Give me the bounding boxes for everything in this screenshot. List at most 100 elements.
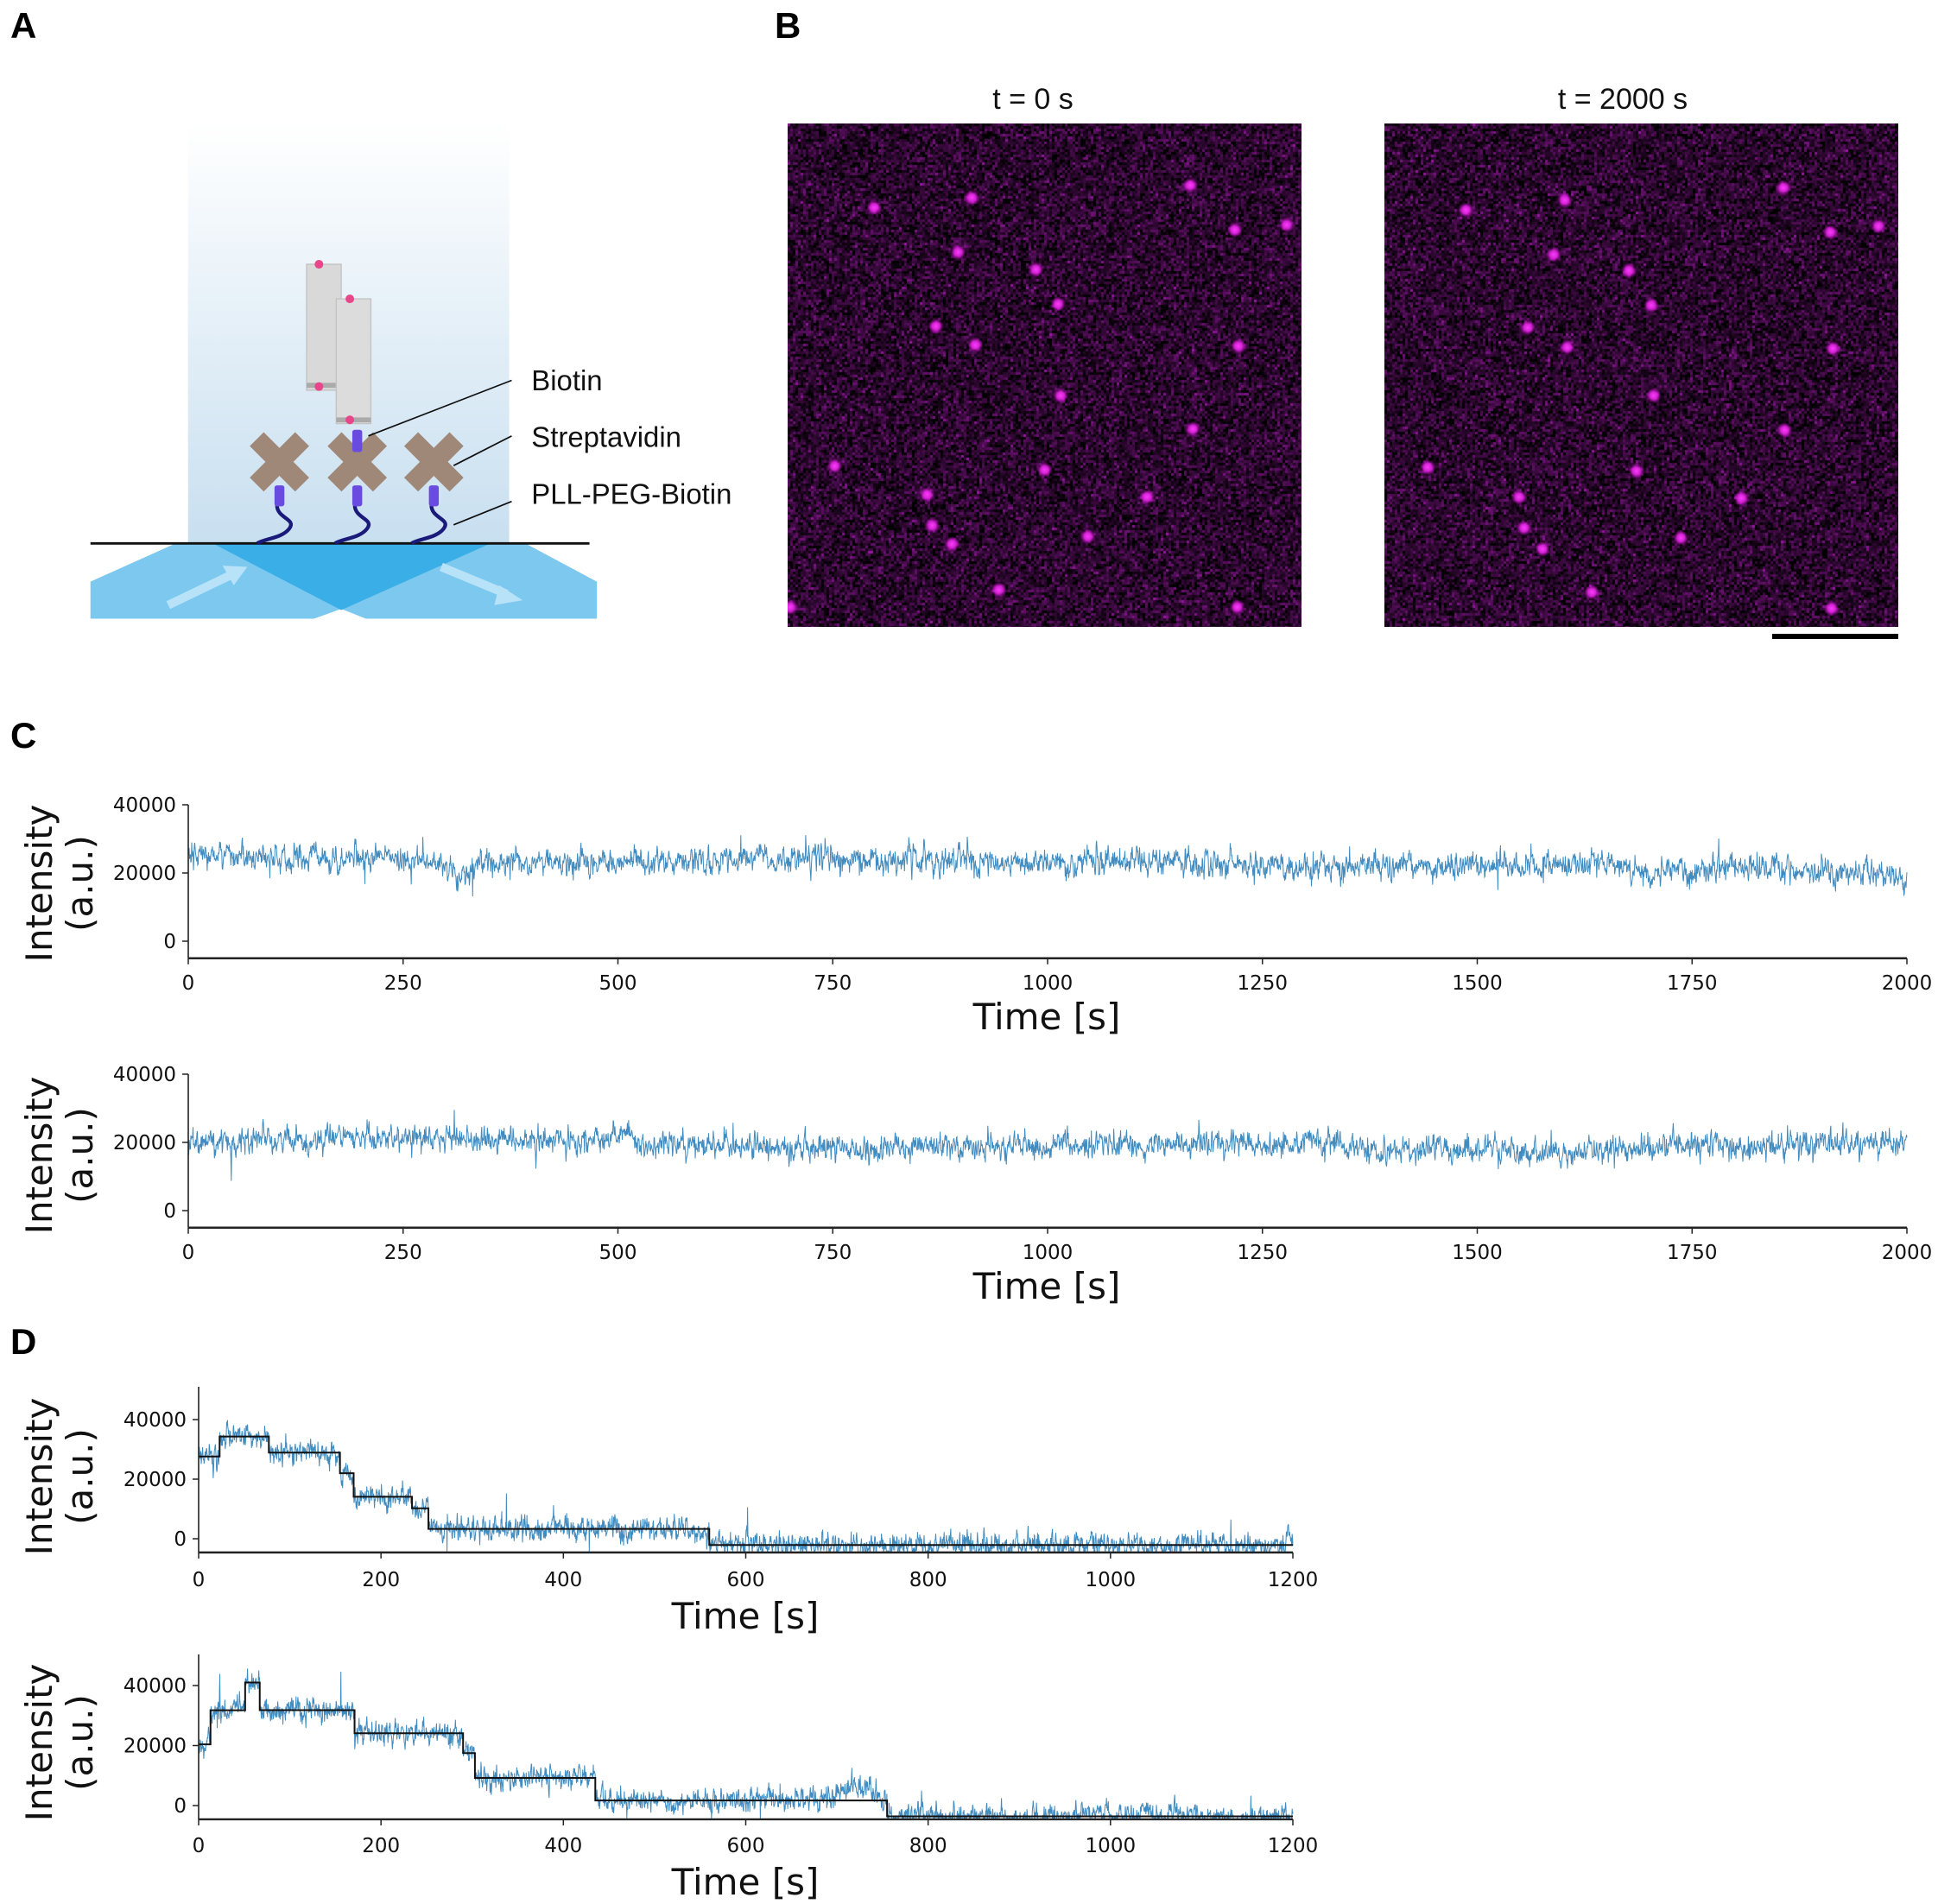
y-axis-label: Intensity bbox=[18, 805, 60, 963]
peg-linker bbox=[333, 504, 371, 546]
x-tick-label: 750 bbox=[814, 972, 852, 995]
intensity-trace bbox=[187, 835, 1908, 897]
intensity-trace bbox=[198, 1420, 1294, 1554]
panel-label-b: B bbox=[775, 5, 801, 46]
streptavidin-linker-3 bbox=[403, 432, 464, 546]
rod-1 bbox=[306, 260, 342, 391]
y-tick-label: 20000 bbox=[113, 863, 176, 885]
x-tick-label: 600 bbox=[727, 1569, 765, 1591]
x-tick-label: 2000 bbox=[1882, 972, 1933, 995]
excitation-beams bbox=[90, 543, 598, 619]
x-tick-label: 250 bbox=[384, 1242, 422, 1264]
y-tick-label: 40000 bbox=[113, 794, 176, 817]
fluorophore-dot bbox=[314, 382, 324, 391]
fluorophore-dot bbox=[345, 294, 355, 304]
y-axis-label: (a.u.) bbox=[59, 835, 101, 932]
scale-bar bbox=[1772, 634, 1898, 639]
panel-label-a: A bbox=[10, 5, 37, 46]
image-title-t0: t = 0 s bbox=[992, 83, 1074, 116]
y-tick-label: 0 bbox=[174, 1528, 187, 1551]
x-tick-label: 200 bbox=[362, 1569, 400, 1591]
streptavidin-cross bbox=[250, 432, 309, 492]
streptavidin-linker-2 bbox=[327, 432, 388, 546]
x-tick-label: 400 bbox=[544, 1569, 582, 1591]
x-axis-label: Time [s] bbox=[671, 1595, 820, 1637]
y-axis-label: (a.u.) bbox=[59, 1694, 101, 1791]
biotin-stub bbox=[352, 485, 363, 507]
x-tick-label: 1750 bbox=[1667, 1242, 1718, 1264]
leader-line-biotin bbox=[368, 379, 512, 437]
peg-linker bbox=[256, 504, 293, 546]
streptavidin-linker-1 bbox=[250, 432, 309, 546]
x-tick-label: 1500 bbox=[1452, 1242, 1503, 1264]
x-tick-label: 800 bbox=[909, 1835, 947, 1857]
panel-label-d: D bbox=[10, 1321, 37, 1362]
y-axis-label: (a.u.) bbox=[59, 1107, 101, 1204]
panel-label-c: C bbox=[10, 715, 37, 756]
fluorophore-dot bbox=[345, 415, 355, 425]
x-tick-label: 600 bbox=[727, 1835, 765, 1857]
x-tick-label: 0 bbox=[182, 972, 195, 995]
x-tick-label: 400 bbox=[544, 1835, 582, 1857]
tirf-schematic: Biotin Streptavidin PLL-PEG-Biotin bbox=[90, 123, 732, 619]
leader-line-pll-peg bbox=[453, 500, 512, 526]
label-biotin: Biotin bbox=[531, 364, 602, 396]
x-tick-label: 1000 bbox=[1023, 972, 1074, 995]
intensity-trace bbox=[187, 1110, 1908, 1181]
x-tick-label: 1250 bbox=[1237, 972, 1288, 995]
x-axis-label: Time [s] bbox=[972, 1265, 1121, 1307]
y-tick-label: 0 bbox=[163, 1200, 176, 1223]
x-tick-label: 1750 bbox=[1667, 972, 1718, 995]
x-tick-label: 250 bbox=[384, 972, 422, 995]
fluorescence-image-t2000 bbox=[1384, 123, 1898, 627]
y-tick-label: 40000 bbox=[124, 1675, 187, 1698]
streptavidin-cross bbox=[327, 432, 388, 492]
y-axis-label: Intensity bbox=[18, 1077, 60, 1235]
x-tick-label: 0 bbox=[182, 1242, 195, 1264]
x-tick-label: 1000 bbox=[1086, 1569, 1137, 1591]
y-tick-label: 20000 bbox=[124, 1469, 187, 1491]
x-tick-label: 1500 bbox=[1452, 972, 1503, 995]
fluorophore-dot bbox=[314, 260, 324, 269]
y-tick-label: 0 bbox=[174, 1795, 187, 1818]
x-tick-label: 1200 bbox=[1268, 1835, 1319, 1857]
streptavidin-cross bbox=[403, 432, 464, 492]
step-fit-line bbox=[199, 1681, 1293, 1818]
label-pll-peg-biotin: PLL-PEG-Biotin bbox=[531, 478, 732, 510]
x-tick-label: 1000 bbox=[1023, 1242, 1074, 1264]
biotin-stub-top bbox=[352, 429, 363, 452]
x-tick-label: 2000 bbox=[1882, 1242, 1933, 1264]
y-tick-label: 0 bbox=[163, 931, 176, 953]
step-fit-line bbox=[199, 1435, 1293, 1547]
x-tick-label: 800 bbox=[909, 1569, 947, 1591]
rod-2 bbox=[335, 294, 372, 425]
y-tick-label: 20000 bbox=[113, 1132, 176, 1154]
x-axis-label: Time [s] bbox=[972, 996, 1121, 1038]
biotin-stub bbox=[274, 485, 285, 507]
x-tick-label: 0 bbox=[193, 1835, 206, 1857]
fluorescence-image-t0 bbox=[788, 123, 1302, 627]
chart-d-1: 0 200 400 600 800 1000 1200 0 20000 40000 Time [s]… bbox=[18, 1387, 1318, 1637]
image-title-t2000: t = 2000 s bbox=[1557, 83, 1688, 116]
y-tick-label: 20000 bbox=[124, 1736, 187, 1758]
peg-linker bbox=[410, 504, 447, 546]
x-tick-label: 0 bbox=[193, 1569, 206, 1591]
x-tick-label: 1250 bbox=[1237, 1242, 1288, 1264]
y-axis-label: Intensity bbox=[18, 1664, 60, 1822]
x-axis-label: Time [s] bbox=[671, 1861, 820, 1903]
label-streptavidin: Streptavidin bbox=[531, 421, 681, 453]
chart-d-2: 0 200 400 600 800 1000 1200 0 20000 40000 Time [s]… bbox=[18, 1654, 1318, 1903]
intensity-trace bbox=[198, 1668, 1294, 1821]
y-tick-label: 40000 bbox=[124, 1409, 187, 1432]
leader-line-streptavidin bbox=[453, 435, 512, 466]
chart-c-2: 0 250 500 750 1000 1250 1500 1750 20000200004000… bbox=[18, 1064, 1932, 1307]
x-tick-label: 500 bbox=[599, 1242, 637, 1264]
chart-c-1: 0 250 500 750 1000 1250 1500 1750 20000200004000… bbox=[18, 794, 1932, 1038]
x-tick-label: 200 bbox=[362, 1835, 400, 1857]
arrow-icon bbox=[166, 566, 248, 610]
y-tick-label: 40000 bbox=[113, 1064, 176, 1086]
biotin-stub bbox=[428, 485, 440, 507]
x-tick-label: 750 bbox=[814, 1242, 852, 1264]
x-tick-label: 1200 bbox=[1268, 1569, 1319, 1591]
